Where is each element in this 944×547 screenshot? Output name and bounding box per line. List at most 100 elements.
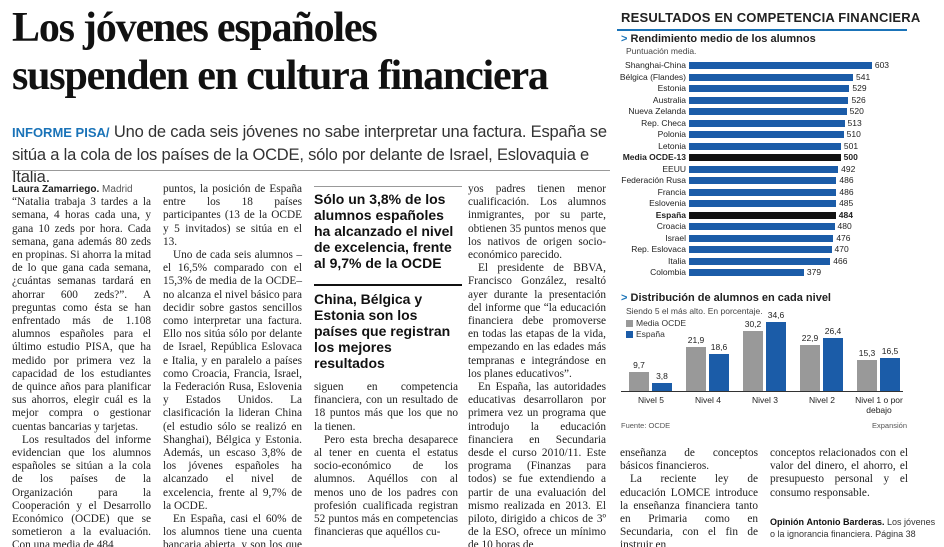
bar <box>686 347 706 391</box>
bar-value: 486 <box>839 175 854 185</box>
arrow-icon: > <box>621 292 628 304</box>
bar-label: Shanghai-China <box>625 60 686 70</box>
article-column-6: conceptos relacionados con el valor del … <box>770 447 908 500</box>
article-column-4: yos padres tienen menor cualificación. L… <box>468 183 606 547</box>
bar-label: Colombia <box>650 267 686 277</box>
headline-line-1: Los jóvenes españoles <box>12 5 378 51</box>
bar-value: 529 <box>852 83 867 93</box>
bar-value: 486 <box>839 186 854 197</box>
bar-label: Francia <box>657 186 686 197</box>
bar <box>743 330 763 391</box>
chart-panel-rule <box>617 29 907 31</box>
bar <box>689 119 845 127</box>
chart2-title-row: > Distribución de alumnos en cada nivel <box>621 292 831 304</box>
legend-item-oecd: Media OCDE <box>626 318 686 328</box>
chart1-subtitle: Puntuación media. <box>626 46 697 56</box>
paragraph: puntos, la posición de España entre los … <box>163 183 302 248</box>
bar <box>689 154 841 161</box>
bar <box>689 223 835 230</box>
legend-item-spain: España <box>626 329 665 339</box>
bar <box>880 358 900 391</box>
bar <box>689 177 837 184</box>
bar-value: 26,4 <box>824 326 842 337</box>
bar-value: 520 <box>849 106 864 116</box>
bar <box>652 383 672 391</box>
pullquote-2: China, Bélgica y Estonia son los países … <box>314 291 451 371</box>
bar-label: Rep. Checa <box>641 117 686 128</box>
bar-label: Nueva Zelanda <box>628 106 686 116</box>
bar-label: Media OCDE-13 <box>622 152 686 162</box>
bar-value: 9,7 <box>633 359 645 370</box>
bar <box>689 62 872 69</box>
bar-value: 603 <box>874 60 890 70</box>
bar-value: 16,5 <box>881 346 899 356</box>
bar <box>689 246 832 253</box>
lead-text: Uno de cada seis jóvenes no sabe interpr… <box>12 123 607 186</box>
bar-value: 15,3 <box>858 348 876 359</box>
bar-value: 379 <box>806 267 822 277</box>
bar-label: Italia <box>668 255 686 266</box>
bar <box>689 257 831 265</box>
bar-value: 500 <box>843 152 858 162</box>
pullquote-divider <box>314 284 462 286</box>
bar-label: Israel <box>665 232 686 243</box>
paragraph: En España, las autoridades educativas de… <box>468 381 606 547</box>
bar <box>709 353 729 391</box>
bar <box>689 188 837 196</box>
legend-swatch-spain <box>626 331 633 338</box>
chart2-title: Distribución de alumnos en cada nivel <box>630 292 832 304</box>
bar <box>689 85 850 92</box>
bar <box>689 234 834 242</box>
bar-label: España <box>655 209 686 220</box>
bar <box>766 321 786 391</box>
bar <box>689 211 836 219</box>
bar <box>689 96 849 104</box>
bar-label: EEUU <box>662 163 686 174</box>
bar-value: 18,6 <box>710 341 728 352</box>
paragraph: Pero esta brecha desaparece al tener en … <box>314 433 458 539</box>
bar-label: Australia <box>652 94 686 105</box>
bar-value: 3,8 <box>656 371 668 382</box>
category-label: Nivel 1 o por debajo <box>855 395 903 415</box>
bar <box>689 142 841 150</box>
bar-value: 492 <box>841 163 856 174</box>
paragraph: La reciente ley de educación LOMCE intro… <box>620 473 758 547</box>
pullquote-1: Sólo un 3,8% de los alumnos españoles ha… <box>314 191 454 271</box>
bar <box>689 73 854 81</box>
x-axis <box>621 391 903 392</box>
bar-value: 21,9 <box>687 335 705 346</box>
bar-value: 541 <box>856 71 871 82</box>
bar <box>689 165 839 173</box>
opinion-label: Opinión <box>770 517 804 527</box>
legend-label-oecd: Media OCDE <box>636 318 687 328</box>
lead-divider <box>12 170 610 171</box>
bar-value: 30,2 <box>744 318 762 329</box>
bar-label: Rep. Eslovaca <box>631 244 686 254</box>
chart-source: Fuente: OCDE <box>621 421 671 430</box>
byline-place: Madrid <box>102 184 133 195</box>
paragraph: enseñanza de conceptos básicos financier… <box>620 447 758 473</box>
kicker: INFORME PISA/ <box>12 125 110 140</box>
bar <box>689 108 847 115</box>
bar-value: 526 <box>851 94 866 105</box>
chart-panel: RESULTADOS EN COMPETENCIA FINANCIERA > R… <box>617 10 920 435</box>
chart-credit: Expansión <box>871 421 907 430</box>
bar-label: Estonia <box>657 83 686 93</box>
paragraph: siguen en competencia financiera, con un… <box>314 381 458 433</box>
bar-value: 513 <box>847 117 862 128</box>
opinion-reference[interactable]: Opinión Antonio Barderas. Los jóvenes o … <box>770 516 940 540</box>
bar <box>857 360 877 391</box>
paragraph: En España, casi el 60% de los alumnos ti… <box>163 513 302 547</box>
bar-label: Bélgica (Flandes) <box>619 71 686 82</box>
category-label: Nivel 5 <box>638 395 664 405</box>
bar-label: Federación Rusa <box>621 175 686 185</box>
bar-value: 466 <box>833 255 848 266</box>
category-label: Nivel 2 <box>809 395 835 405</box>
bar <box>629 371 649 391</box>
bar-value: 470 <box>834 244 849 254</box>
bar-value: 484 <box>838 209 853 220</box>
bar <box>689 200 837 207</box>
bar-value: 34,6 <box>767 309 785 320</box>
paragraph: “Natalia trabaja 3 tardes a la semana, 4… <box>12 196 151 433</box>
paragraph: yos padres tienen menor cualificación. L… <box>468 183 606 262</box>
